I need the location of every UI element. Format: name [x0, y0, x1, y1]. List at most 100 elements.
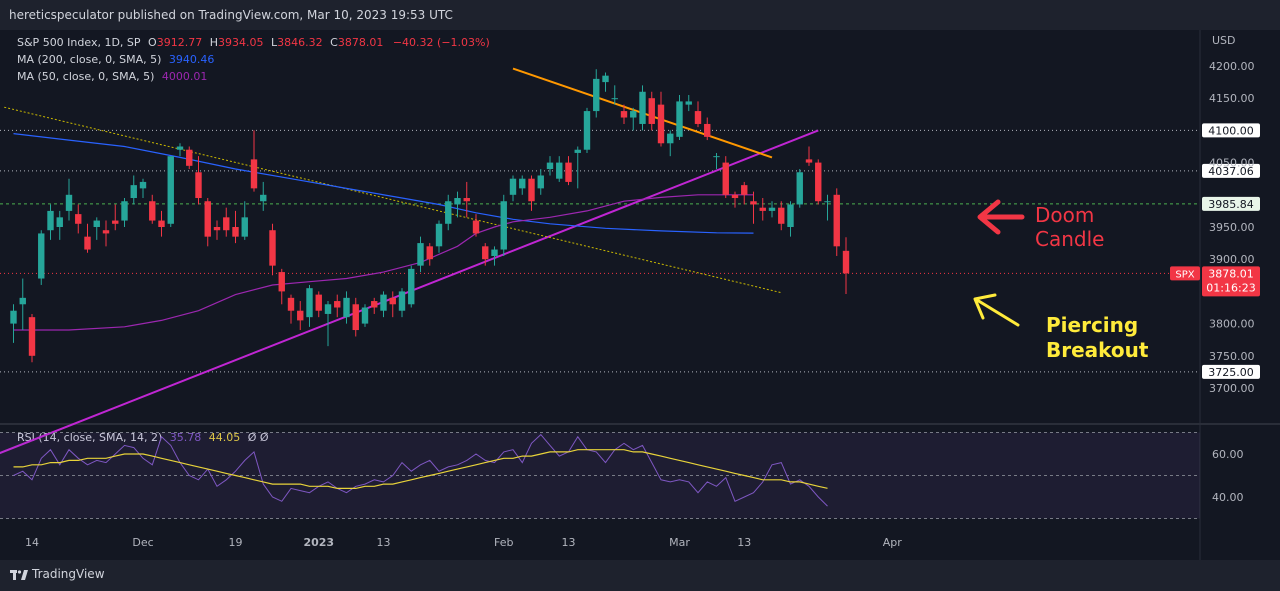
candle-body	[741, 185, 748, 195]
axis-layer: 4100.00 4037.06 3985.84 3725.00 USD 4200.00 41…	[25, 34, 1260, 549]
candle-body	[408, 268, 415, 305]
candle	[158, 210, 165, 237]
symbol-badge-text: SPX	[1175, 269, 1194, 280]
candle-body	[833, 194, 840, 247]
candle	[657, 91, 665, 147]
x-tick-label: 13	[377, 536, 391, 549]
candle-body	[149, 201, 156, 221]
candle-body	[426, 246, 433, 260]
candle-body	[815, 162, 822, 202]
candle-body	[750, 201, 757, 205]
candle-body	[65, 194, 73, 211]
candle	[435, 220, 443, 253]
candle	[315, 291, 322, 318]
rsi-value: 35.78	[170, 431, 202, 444]
candle	[38, 230, 45, 285]
candle	[685, 94, 692, 112]
candle	[667, 130, 674, 157]
candle-body	[768, 207, 776, 211]
piercing-arrow-icon	[973, 293, 1020, 327]
candle	[482, 243, 489, 266]
candle	[121, 198, 128, 227]
candle	[574, 146, 581, 189]
candle-body	[10, 310, 17, 324]
candle-body	[213, 227, 221, 231]
candle-body	[195, 172, 202, 199]
doom-annotation-line2: Candle	[1035, 227, 1104, 251]
candle-body	[824, 201, 831, 203]
rsi-label: RSI (14, close, SMA, 14, 2)	[17, 431, 162, 444]
candle-body	[19, 297, 26, 305]
indicator-layer	[0, 67, 819, 455]
x-tick-label: 19	[229, 536, 243, 549]
candle-body	[602, 75, 609, 83]
candle-body	[611, 98, 618, 100]
candle-body	[250, 159, 258, 189]
candle	[213, 220, 221, 240]
candle-body	[158, 220, 165, 227]
candle-body	[269, 230, 276, 266]
candle	[833, 188, 840, 256]
open-label: O	[148, 36, 157, 49]
candle	[426, 243, 433, 266]
candle	[149, 194, 156, 224]
candle-body	[398, 291, 406, 311]
candle-body	[352, 304, 359, 331]
candle-body	[778, 207, 785, 224]
candle-body	[796, 172, 803, 205]
candle-body	[528, 178, 535, 202]
candle-body	[38, 233, 45, 279]
open-value: 3912.77	[156, 36, 203, 49]
candle	[759, 198, 766, 221]
candle	[556, 156, 563, 182]
candle	[500, 194, 507, 256]
y-tick-label: 3900.00	[1209, 253, 1255, 266]
candle	[352, 297, 359, 337]
candle-body	[556, 162, 563, 179]
candle	[306, 284, 313, 327]
candle	[176, 143, 184, 157]
candle	[676, 94, 683, 141]
candle-body	[842, 250, 850, 274]
candle	[620, 104, 628, 124]
candle	[93, 217, 100, 240]
countdown-value: 01:16:23	[1206, 281, 1255, 294]
candle	[593, 69, 600, 118]
x-tick-label: 14	[25, 536, 39, 549]
candle-body	[731, 194, 739, 199]
rsi-layer: 60.00 40.00	[0, 432, 1244, 519]
x-tick-label: 13	[562, 536, 576, 549]
candle	[223, 207, 230, 237]
candle	[186, 146, 193, 170]
candle-body	[56, 217, 63, 227]
candle	[528, 175, 535, 211]
candle-body	[176, 146, 184, 150]
tradingview-brand[interactable]: TradingView	[10, 567, 105, 581]
candle-body	[704, 123, 711, 137]
x-tick-label: Apr	[883, 536, 903, 549]
candle	[334, 294, 341, 318]
candle-body	[685, 101, 692, 105]
candle	[750, 191, 757, 224]
candle	[602, 72, 609, 92]
candle	[815, 159, 822, 205]
price-chart[interactable]: 4100.00 4037.06 3985.84 3725.00 USD 4200.00 41…	[0, 0, 1280, 560]
candle-body	[472, 220, 480, 234]
candle	[84, 223, 91, 253]
ma200-legend: MA (200, close, 0, SMA, 5) 3940.46	[17, 53, 214, 66]
high-label: H	[209, 36, 218, 49]
change-value: −40.32 (−1.03%)	[392, 36, 490, 49]
candle	[768, 201, 776, 218]
candle-body	[805, 159, 813, 163]
low-label: L	[271, 36, 278, 49]
candle	[630, 107, 637, 131]
level-label-box	[1202, 123, 1260, 138]
candle-body	[389, 297, 396, 305]
candle	[10, 304, 17, 343]
tradingview-logo-icon	[10, 569, 28, 580]
level-label-box	[1202, 163, 1260, 178]
last-price-box	[1202, 266, 1260, 297]
candle	[408, 265, 415, 308]
candle	[75, 204, 82, 234]
